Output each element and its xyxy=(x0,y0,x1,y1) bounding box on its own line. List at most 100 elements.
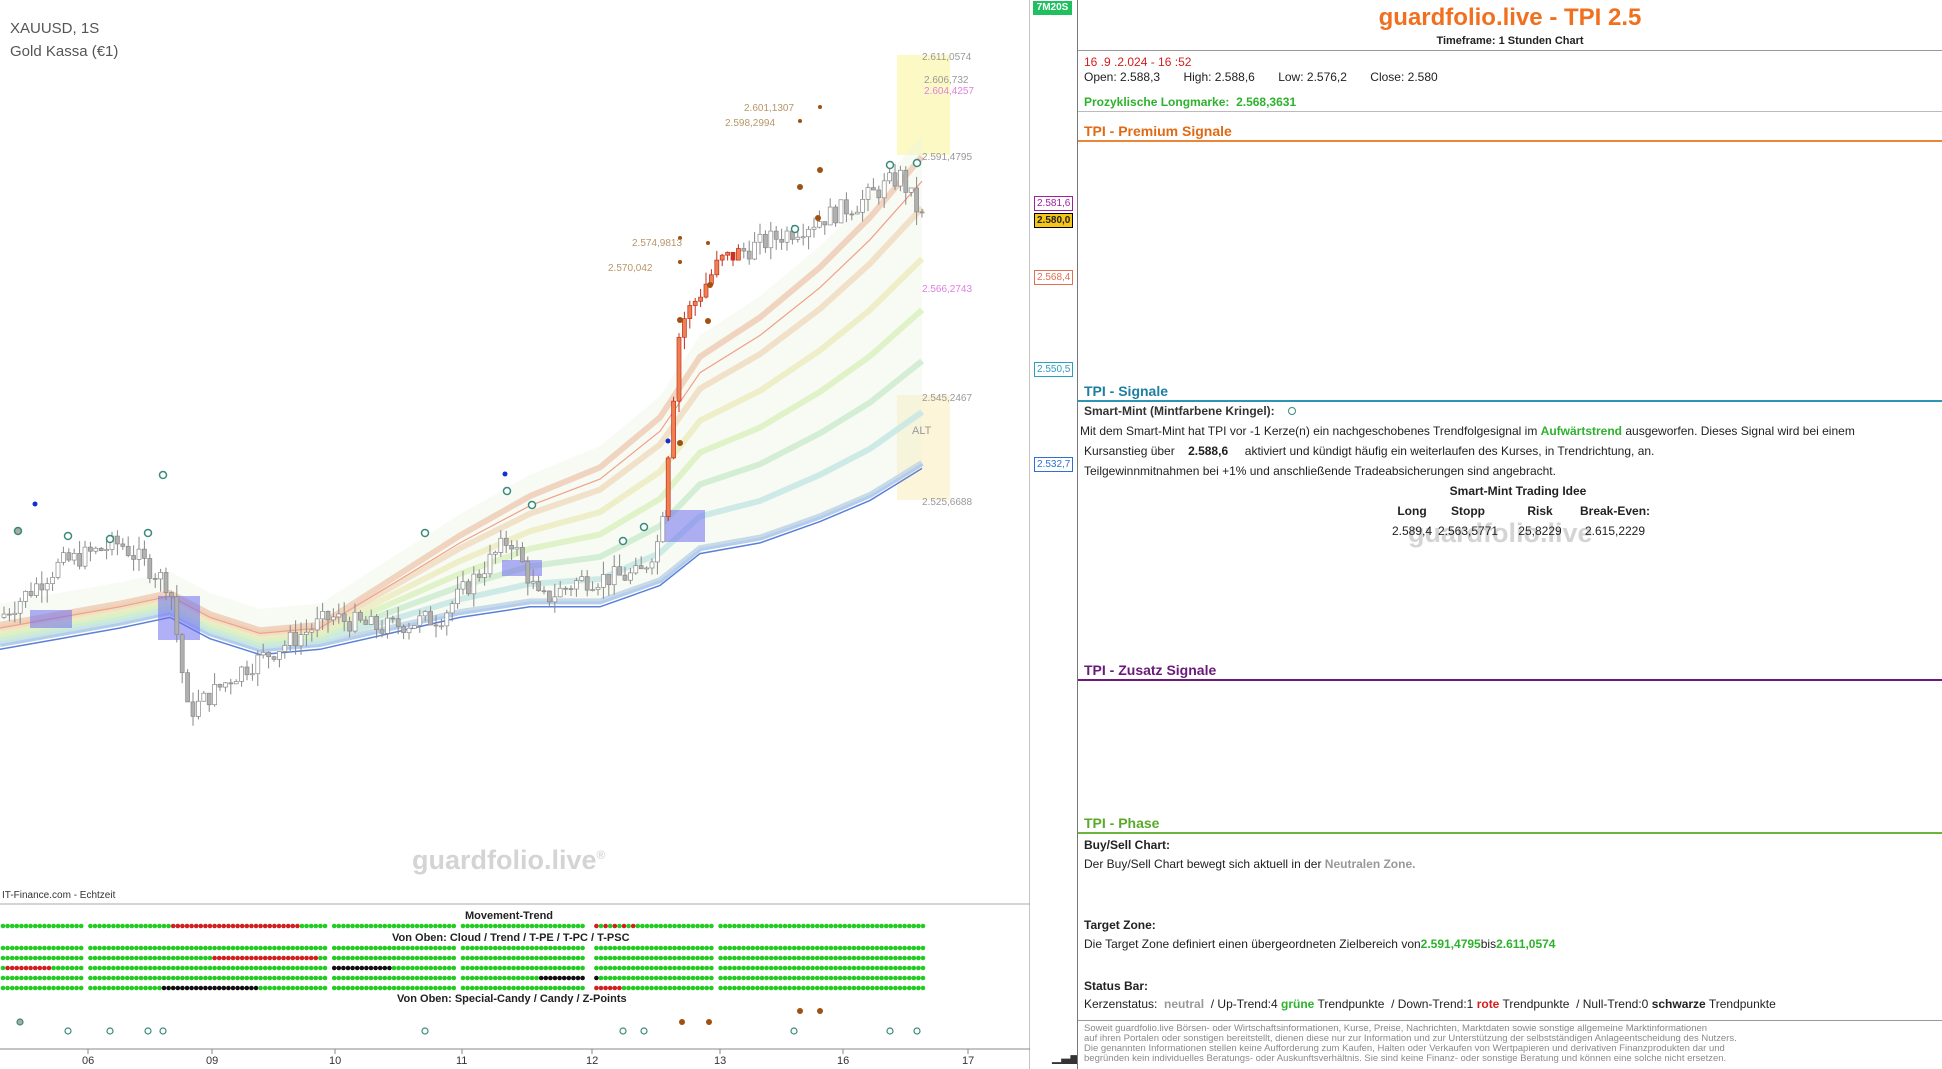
movement-dot xyxy=(419,945,424,951)
candle-body xyxy=(887,172,892,182)
candle-body xyxy=(244,666,250,676)
movement-dot xyxy=(538,985,544,991)
movement-dot xyxy=(0,985,6,991)
movement-dot xyxy=(750,923,756,929)
movement-dot xyxy=(801,955,806,961)
movement-dot xyxy=(55,923,61,929)
movement-dot xyxy=(474,985,480,991)
candle-body xyxy=(736,248,741,261)
movement-dot xyxy=(391,985,397,991)
candle-body xyxy=(439,625,444,628)
candle-body xyxy=(1,613,7,618)
movement-dot xyxy=(612,945,618,951)
movement-dot xyxy=(428,985,434,991)
movement-dot xyxy=(170,955,176,961)
chart-area[interactable]: 2.6102.6002.5902.5802.5702.5602.5502.540… xyxy=(0,0,1080,1069)
movement-dot xyxy=(515,975,521,981)
movement-dot xyxy=(649,945,654,951)
movement-dot xyxy=(341,985,346,991)
movement-dot xyxy=(543,945,549,951)
movement-dot xyxy=(74,975,79,981)
movement-dot xyxy=(19,975,24,981)
open-label: Open: xyxy=(1084,70,1117,84)
movement-dot xyxy=(782,985,788,991)
panel-watermark: guardfolio.live xyxy=(1408,518,1593,548)
movement-dot xyxy=(644,985,650,991)
movement-dot xyxy=(594,945,599,951)
candle-body xyxy=(282,645,288,652)
movement-dot xyxy=(410,965,415,971)
candle-body xyxy=(509,545,514,550)
sb-schwarze: schwarze xyxy=(1651,997,1706,1011)
movement-dot xyxy=(410,985,415,991)
movement-dot xyxy=(764,923,769,929)
movement-dot xyxy=(773,955,779,961)
z-point-circle xyxy=(144,1027,152,1035)
movement-dot xyxy=(341,945,346,951)
price-chart[interactable]: 2.6102.6002.5902.5802.5702.5602.5502.540… xyxy=(0,0,1030,1069)
candle-body xyxy=(82,546,88,567)
candle-body xyxy=(568,588,574,590)
candle-body xyxy=(903,169,909,193)
movement-dot xyxy=(801,985,806,991)
movement-dot xyxy=(672,945,677,951)
movement-dot xyxy=(888,975,894,981)
movement-dot xyxy=(14,965,20,971)
movement-dot xyxy=(773,965,779,971)
movement-dot xyxy=(460,975,466,981)
movement-dot xyxy=(166,923,171,929)
movement-dot xyxy=(350,945,355,951)
movement-dot xyxy=(354,955,360,961)
movement-dot xyxy=(534,955,539,961)
movement-dot xyxy=(612,955,618,961)
candle-body xyxy=(449,603,455,614)
movement-dot xyxy=(561,985,567,991)
movement-dot xyxy=(690,955,696,961)
movement-dot xyxy=(272,923,277,929)
z-point-marker xyxy=(797,184,803,190)
movement-dot xyxy=(410,923,415,929)
movement-dot xyxy=(341,955,346,961)
sb-text: Kerzenstatus: neutral / Up-Trend:4 grüne… xyxy=(1084,997,1776,1011)
movement-dot xyxy=(488,965,493,971)
movement-dot xyxy=(345,965,351,971)
movement-dot xyxy=(92,985,98,991)
movement-dot xyxy=(469,975,475,981)
ma-ribbon-band xyxy=(0,460,924,653)
movement-dot xyxy=(571,945,576,951)
movement-dot xyxy=(768,985,774,991)
movement-dot xyxy=(134,975,139,981)
movement-dot xyxy=(78,955,84,961)
movement-dot xyxy=(193,965,199,971)
movement-dot xyxy=(14,945,20,951)
movement-dot xyxy=(37,923,43,929)
movement-dot xyxy=(166,975,171,981)
movement-dot xyxy=(718,923,723,929)
movement-dot xyxy=(893,955,898,961)
movement-dot xyxy=(267,975,273,981)
movement-dot xyxy=(161,945,167,951)
movement-dot xyxy=(295,985,300,991)
movement-dot xyxy=(506,975,512,981)
movement-dot xyxy=(446,985,452,991)
movement-dot xyxy=(437,923,443,929)
movement-dot xyxy=(529,955,535,961)
sm-p2-text: Kursanstieg über xyxy=(1084,444,1175,458)
candle-body xyxy=(514,546,520,550)
chart-menu-icon[interactable]: ▁▃▅ xyxy=(1052,1050,1080,1064)
movement-dot xyxy=(428,923,434,929)
movement-dot xyxy=(180,955,185,961)
movement-dot xyxy=(594,923,599,929)
candle-body xyxy=(147,558,153,579)
movement-dot xyxy=(888,955,894,961)
movement-dot xyxy=(893,965,898,971)
movement-dot xyxy=(9,945,15,951)
movement-dot xyxy=(106,965,112,971)
movement-dot xyxy=(368,975,374,981)
sb-tp1: Trendpunkte xyxy=(1317,997,1385,1011)
movement-dot xyxy=(354,923,360,929)
smartmint-title-text: Smart-Mint (Mintfarbene Kringel): xyxy=(1084,404,1275,418)
movement-dot xyxy=(727,975,733,981)
movement-dot xyxy=(561,975,567,981)
movement-dot xyxy=(805,923,811,929)
